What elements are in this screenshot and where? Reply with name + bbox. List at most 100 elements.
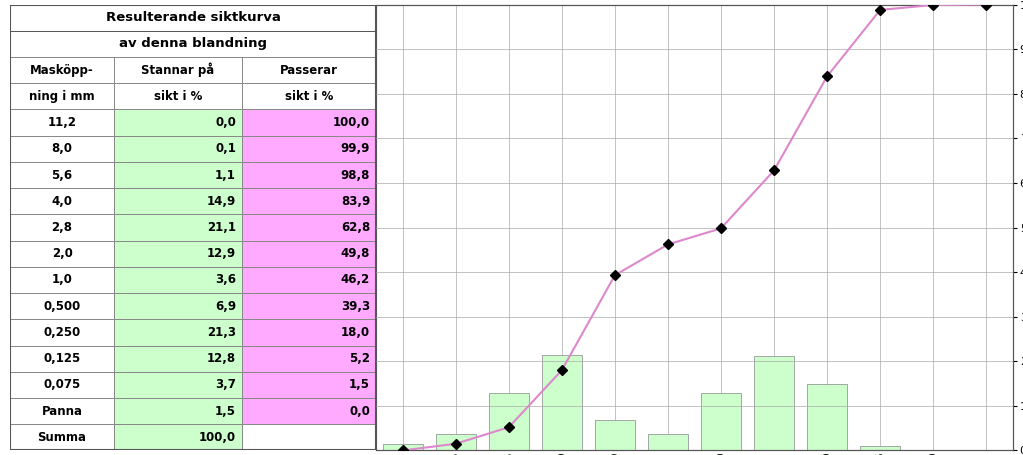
- Text: 2,8: 2,8: [51, 221, 73, 234]
- Bar: [114, 398, 242, 424]
- Bar: [10, 293, 114, 319]
- Text: av denna blandning: av denna blandning: [120, 37, 267, 51]
- Text: 46,2: 46,2: [341, 273, 370, 287]
- Bar: [242, 345, 376, 372]
- Bar: [10, 398, 114, 424]
- Bar: [436, 434, 476, 450]
- Bar: [114, 110, 242, 136]
- Bar: [807, 384, 847, 450]
- Bar: [860, 445, 900, 450]
- Bar: [10, 424, 114, 450]
- Text: 2,0: 2,0: [51, 247, 73, 260]
- Bar: [114, 136, 242, 162]
- Bar: [242, 319, 376, 345]
- Text: 1,5: 1,5: [349, 379, 370, 391]
- Text: 14,9: 14,9: [207, 195, 236, 208]
- Text: 1,1: 1,1: [215, 168, 236, 182]
- Text: 0,125: 0,125: [43, 352, 81, 365]
- Bar: [114, 293, 242, 319]
- Bar: [10, 241, 114, 267]
- Text: 5,2: 5,2: [349, 352, 370, 365]
- Bar: [10, 267, 114, 293]
- Bar: [10, 57, 114, 83]
- Text: 62,8: 62,8: [341, 221, 370, 234]
- Bar: [242, 293, 376, 319]
- Bar: [10, 31, 376, 57]
- Text: 6,9: 6,9: [215, 300, 236, 313]
- Text: Resulterande siktkurva: Resulterande siktkurva: [105, 11, 280, 24]
- Bar: [242, 372, 376, 398]
- Bar: [489, 394, 529, 450]
- Bar: [114, 57, 242, 83]
- Bar: [242, 398, 376, 424]
- Bar: [114, 162, 242, 188]
- Bar: [242, 83, 376, 110]
- Text: 12,8: 12,8: [207, 352, 236, 365]
- Text: 11,2: 11,2: [48, 116, 77, 129]
- Bar: [10, 5, 376, 31]
- Text: 0,250: 0,250: [43, 326, 81, 339]
- Bar: [10, 188, 114, 214]
- Text: 5,6: 5,6: [51, 168, 73, 182]
- Text: 0,075: 0,075: [43, 379, 81, 391]
- Bar: [754, 356, 794, 450]
- Bar: [648, 435, 687, 450]
- Bar: [114, 241, 242, 267]
- Text: Panna: Panna: [42, 404, 83, 418]
- Text: 18,0: 18,0: [341, 326, 370, 339]
- Text: 21,3: 21,3: [207, 326, 236, 339]
- Bar: [114, 319, 242, 345]
- Bar: [10, 110, 114, 136]
- Text: 1,0: 1,0: [51, 273, 73, 287]
- Bar: [595, 420, 635, 450]
- Text: 3,7: 3,7: [215, 379, 236, 391]
- Text: Summa: Summa: [38, 431, 87, 444]
- Text: sikt i %: sikt i %: [284, 90, 333, 103]
- Bar: [10, 345, 114, 372]
- Bar: [10, 136, 114, 162]
- Bar: [114, 214, 242, 241]
- Text: 21,1: 21,1: [207, 221, 236, 234]
- Text: ning i mm: ning i mm: [30, 90, 95, 103]
- Text: 100,0: 100,0: [198, 431, 236, 444]
- Text: 100,0: 100,0: [332, 116, 370, 129]
- Bar: [242, 241, 376, 267]
- Text: 4,0: 4,0: [51, 195, 73, 208]
- Bar: [242, 267, 376, 293]
- Bar: [10, 162, 114, 188]
- Bar: [242, 136, 376, 162]
- Bar: [242, 188, 376, 214]
- Text: sikt i %: sikt i %: [153, 90, 203, 103]
- Bar: [701, 393, 741, 450]
- Text: Stannar på: Stannar på: [141, 63, 215, 77]
- Bar: [242, 424, 376, 450]
- Text: 12,9: 12,9: [207, 247, 236, 260]
- Bar: [10, 372, 114, 398]
- Bar: [383, 444, 422, 450]
- Bar: [114, 372, 242, 398]
- Text: 0,500: 0,500: [43, 300, 81, 313]
- Bar: [10, 319, 114, 345]
- Text: 1,5: 1,5: [215, 404, 236, 418]
- Text: Passerar: Passerar: [280, 64, 338, 76]
- Text: 98,8: 98,8: [341, 168, 370, 182]
- Text: 0,0: 0,0: [215, 116, 236, 129]
- Bar: [242, 162, 376, 188]
- Bar: [114, 345, 242, 372]
- Bar: [10, 83, 114, 110]
- Bar: [242, 214, 376, 241]
- Text: 3,6: 3,6: [215, 273, 236, 287]
- Bar: [114, 267, 242, 293]
- Bar: [242, 110, 376, 136]
- Bar: [242, 57, 376, 83]
- Text: 99,9: 99,9: [341, 142, 370, 155]
- Bar: [114, 188, 242, 214]
- Text: 83,9: 83,9: [341, 195, 370, 208]
- Text: 0,0: 0,0: [349, 404, 370, 418]
- Text: Masköpp-: Masköpp-: [31, 64, 94, 76]
- Bar: [10, 214, 114, 241]
- Text: 39,3: 39,3: [341, 300, 370, 313]
- Text: 0,1: 0,1: [215, 142, 236, 155]
- Text: 8,0: 8,0: [51, 142, 73, 155]
- Bar: [114, 424, 242, 450]
